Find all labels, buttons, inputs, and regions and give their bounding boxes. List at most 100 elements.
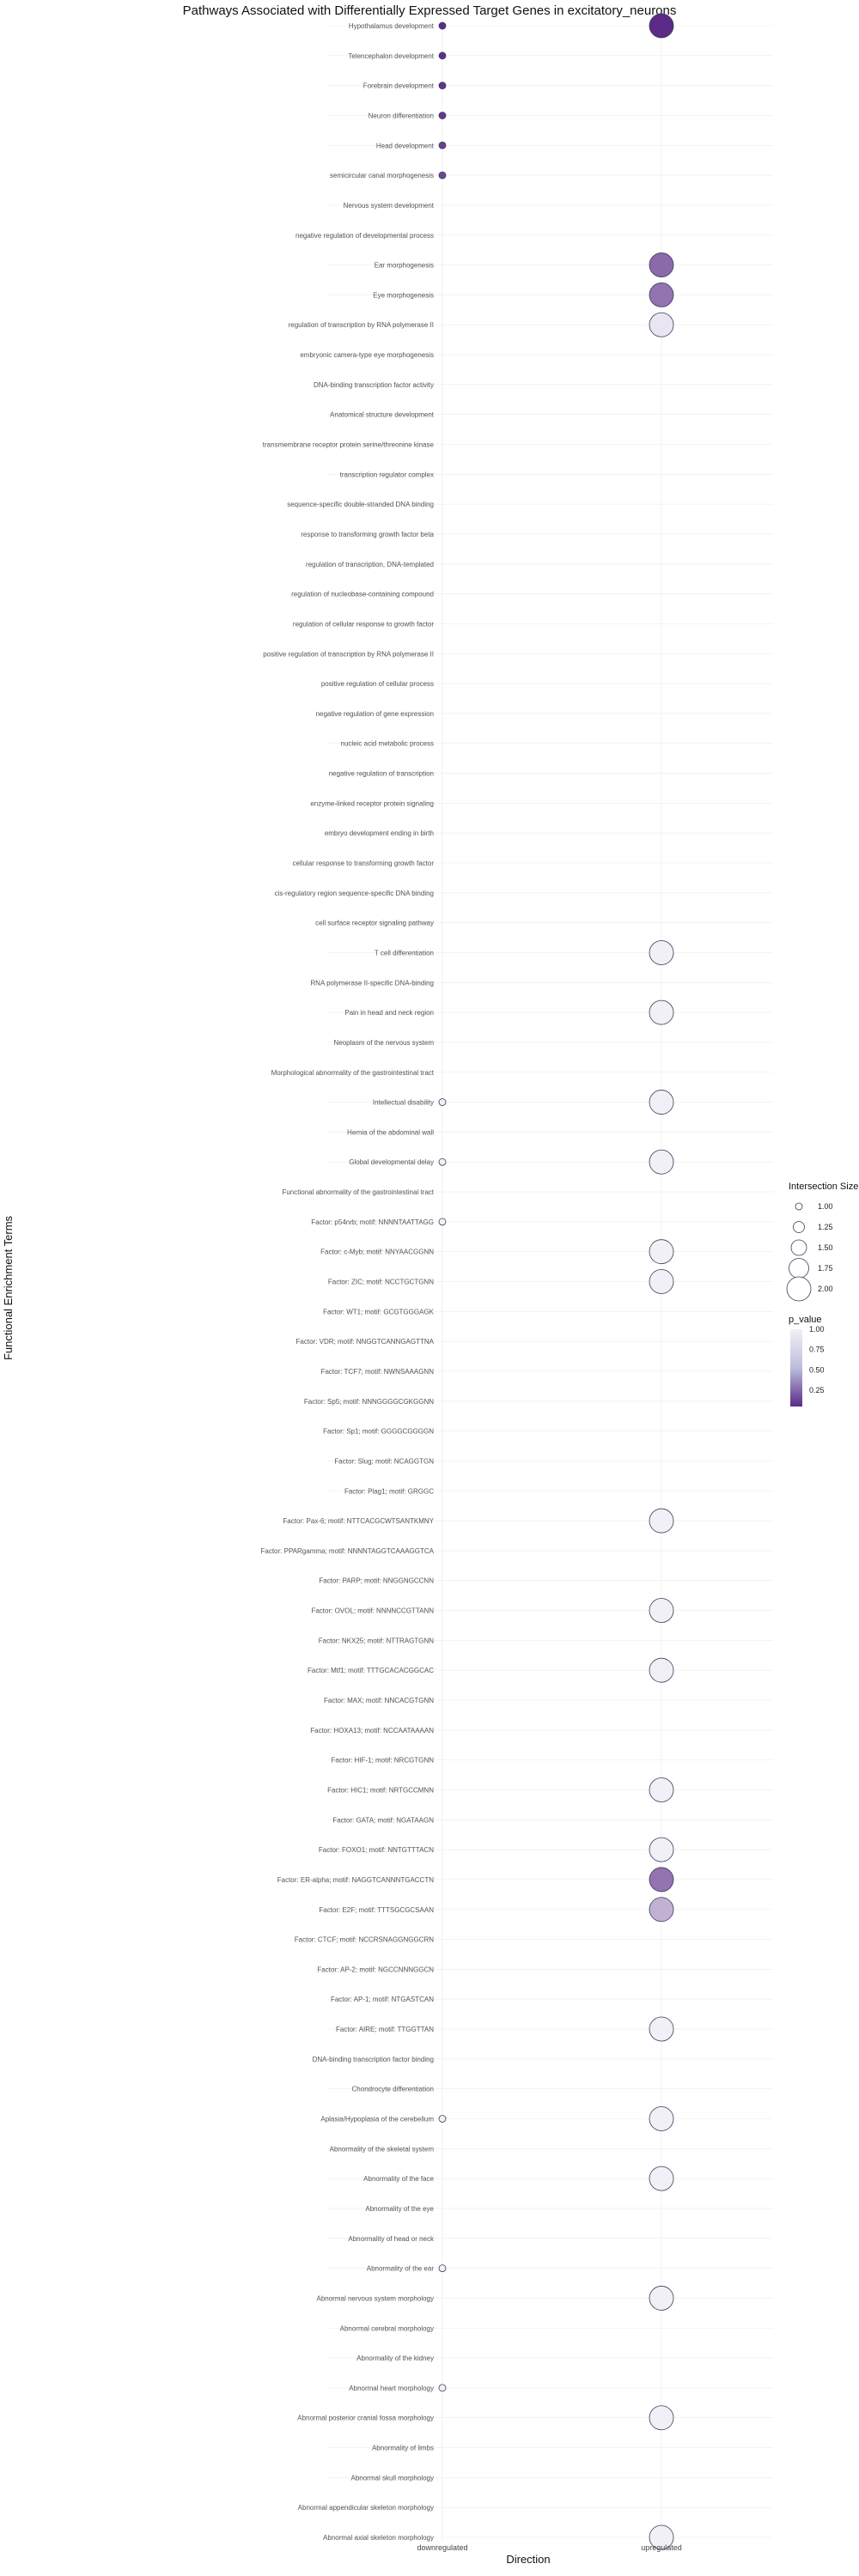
data-point	[438, 1218, 447, 1226]
term-label: Head development	[376, 142, 435, 149]
term-label: Factor: Slug; motif: NCAGGTGN	[334, 1457, 434, 1465]
data-point	[649, 1149, 674, 1175]
color-legend-label: 0.50	[809, 1365, 825, 1374]
data-point	[649, 1867, 674, 1893]
data-point	[649, 1777, 674, 1802]
term-label: DNA-binding transcription factor binding	[313, 2056, 434, 2063]
size-legend: Intersection Size 1.00 1.25 1.50 1.75 2.00	[786, 1182, 858, 1302]
size-legend-label: 1.75	[818, 1264, 833, 1273]
term-label: Neuron differentiation	[369, 112, 434, 119]
term-label: Factor: c-Myb; motif: NNYAACGGNN	[320, 1249, 434, 1256]
size-legend-label: 2.00	[818, 1285, 833, 1293]
data-point	[438, 1098, 447, 1106]
term-label: Abnormal nervous system morphology	[316, 2294, 434, 2302]
term-label: Factor: CTCF; motif: NCCRSNAGGNGGCRN	[295, 1936, 434, 1944]
data-point	[438, 171, 447, 179]
term-label: Factor: AP-2; motif: NGCCNNNGGCN	[317, 1965, 434, 1973]
term-label: Factor: GATA; motif: NGATAAGN	[332, 1816, 434, 1824]
term-label: Factor: Sp5; motif: NNNGGGGCGKGGNN	[304, 1398, 434, 1406]
size-legend-key	[795, 1202, 803, 1211]
size-legend-key	[790, 1239, 807, 1256]
data-point	[438, 112, 447, 119]
term-label: Abnormality of the skeletal system	[330, 2145, 435, 2153]
term-label: Factor: E2F; motif: TTTSGCGCSAAN	[319, 1906, 434, 1914]
data-point	[438, 52, 447, 60]
size-legend-key	[786, 1276, 812, 1302]
x-axis-title: Direction	[506, 2553, 550, 2566]
data-point	[649, 282, 674, 307]
color-legend-label: 1.00	[809, 1325, 825, 1334]
data-point	[649, 2524, 674, 2550]
size-legend-label: 1.50	[818, 1243, 833, 1252]
term-label: Abnormal heart morphology	[349, 2385, 434, 2392]
y-axis-labels: Hypothalamus development Telencephalon de…	[260, 22, 435, 2542]
term-label: Functional abnormality of the gastrointe…	[282, 1188, 434, 1196]
term-label: Factor: HIC1; motif: NRTGCCMNN	[327, 1786, 434, 1794]
term-label: Forebrain development	[363, 82, 435, 90]
term-label: Factor: PARP; motif: NNGGNGCCNN	[319, 1577, 434, 1585]
term-label: Factor: AP-1; motif: NTGASTCAN	[331, 1996, 434, 2003]
term-label: T cell differentiation	[375, 949, 434, 957]
term-label: Factor: WT1; motif: GCGTGGGAGK	[323, 1308, 435, 1315]
term-label: nucleic acid metabolic process	[341, 740, 435, 748]
term-label: transcription regulator complex	[340, 471, 434, 478]
data-point	[649, 1598, 674, 1623]
term-label: embryo development ending in birth	[325, 829, 434, 837]
term-label: Ear morphogenesis	[375, 262, 434, 270]
term-label: Chondrocyte differentiation	[352, 2086, 434, 2093]
term-label: enzyme-linked receptor protein signaling	[310, 799, 434, 807]
term-label: Abnormality of the face	[363, 2175, 434, 2183]
term-label: regulation of cellular response to growt…	[293, 620, 434, 628]
color-legend: p_value 1.00 0.75 0.50 0.25	[789, 1315, 825, 1406]
term-label: cellular response to transforming growth…	[292, 860, 434, 867]
term-label: semicircular canal morphogenesis	[330, 172, 434, 179]
term-label: Abnormality of the ear	[367, 2265, 435, 2273]
term-label: negative regulation of developmental pro…	[295, 232, 434, 240]
term-label: embryonic camera-type eye morphogenesis	[300, 351, 434, 359]
term-label: Intellectual disability	[373, 1099, 434, 1107]
data-point	[649, 312, 674, 337]
chart-title: Pathways Associated with Differentially …	[182, 3, 677, 18]
data-point	[649, 1508, 674, 1534]
data-point	[649, 252, 674, 277]
data-points	[438, 13, 674, 2550]
size-legend-key	[793, 1221, 805, 1233]
size-legend-label: 1.00	[818, 1202, 833, 1211]
term-label: positive regulation of transcription by …	[263, 650, 434, 658]
data-point	[649, 1269, 674, 1294]
data-point	[649, 940, 674, 965]
term-label: Factor: Sp1; motif: GGGGCGGGGN	[323, 1428, 434, 1436]
term-label: negative regulation of gene expression	[316, 710, 434, 718]
term-label: Aplasia/Hypoplasia of the cerebellum	[320, 2116, 434, 2123]
data-point	[649, 1657, 674, 1683]
term-label: Factor: AIRE; motif: TTGGTTAN	[336, 2026, 434, 2033]
data-point	[649, 2286, 674, 2311]
term-label: Factor: Mtf1; motif: TTTGCACACGGCAC	[308, 1667, 434, 1674]
term-label: Abnormal skull morphology	[351, 2474, 435, 2482]
term-label: transmembrane receptor protein serine/th…	[263, 441, 435, 449]
term-label: Factor: Plag1; motif: GRGGC	[344, 1487, 434, 1495]
data-point	[649, 13, 674, 39]
term-label: cis-regulatory region sequence-specific …	[275, 890, 434, 897]
term-label: Hernia of the abdominal wall	[347, 1128, 434, 1136]
color-legend-label: 0.25	[809, 1386, 825, 1394]
term-label: DNA-binding transcription factor activit…	[314, 381, 434, 389]
term-label: Hypothalamus development	[349, 22, 435, 30]
data-point	[649, 2405, 674, 2431]
term-label: Anatomical structure development	[330, 411, 435, 419]
color-legend-bar	[790, 1329, 802, 1406]
term-label: Factor: PPARgamma; motif: NNNNTAGGTCAAAG…	[260, 1547, 434, 1555]
data-point	[438, 2115, 447, 2123]
data-point	[438, 82, 447, 90]
term-label: Abnormal cerebral morphology	[340, 2324, 434, 2332]
term-label: cell surface receptor signaling pathway	[315, 920, 434, 927]
term-label: Factor: HIF-1; motif: NRCGTGNN	[331, 1757, 434, 1765]
term-label: Factor: VDR; motif: NNGGTCANNGAGTTNA	[296, 1338, 435, 1346]
term-label: sequence-specific double-stranded DNA bi…	[287, 501, 434, 508]
term-label: regulation of transcription, DNA-templat…	[306, 561, 434, 568]
term-label: response to transforming growth factor b…	[301, 531, 434, 538]
term-label: Morphological abnormality of the gastroi…	[271, 1069, 435, 1077]
term-label: Nervous system development	[344, 202, 435, 210]
size-legend-label: 1.25	[818, 1223, 833, 1231]
